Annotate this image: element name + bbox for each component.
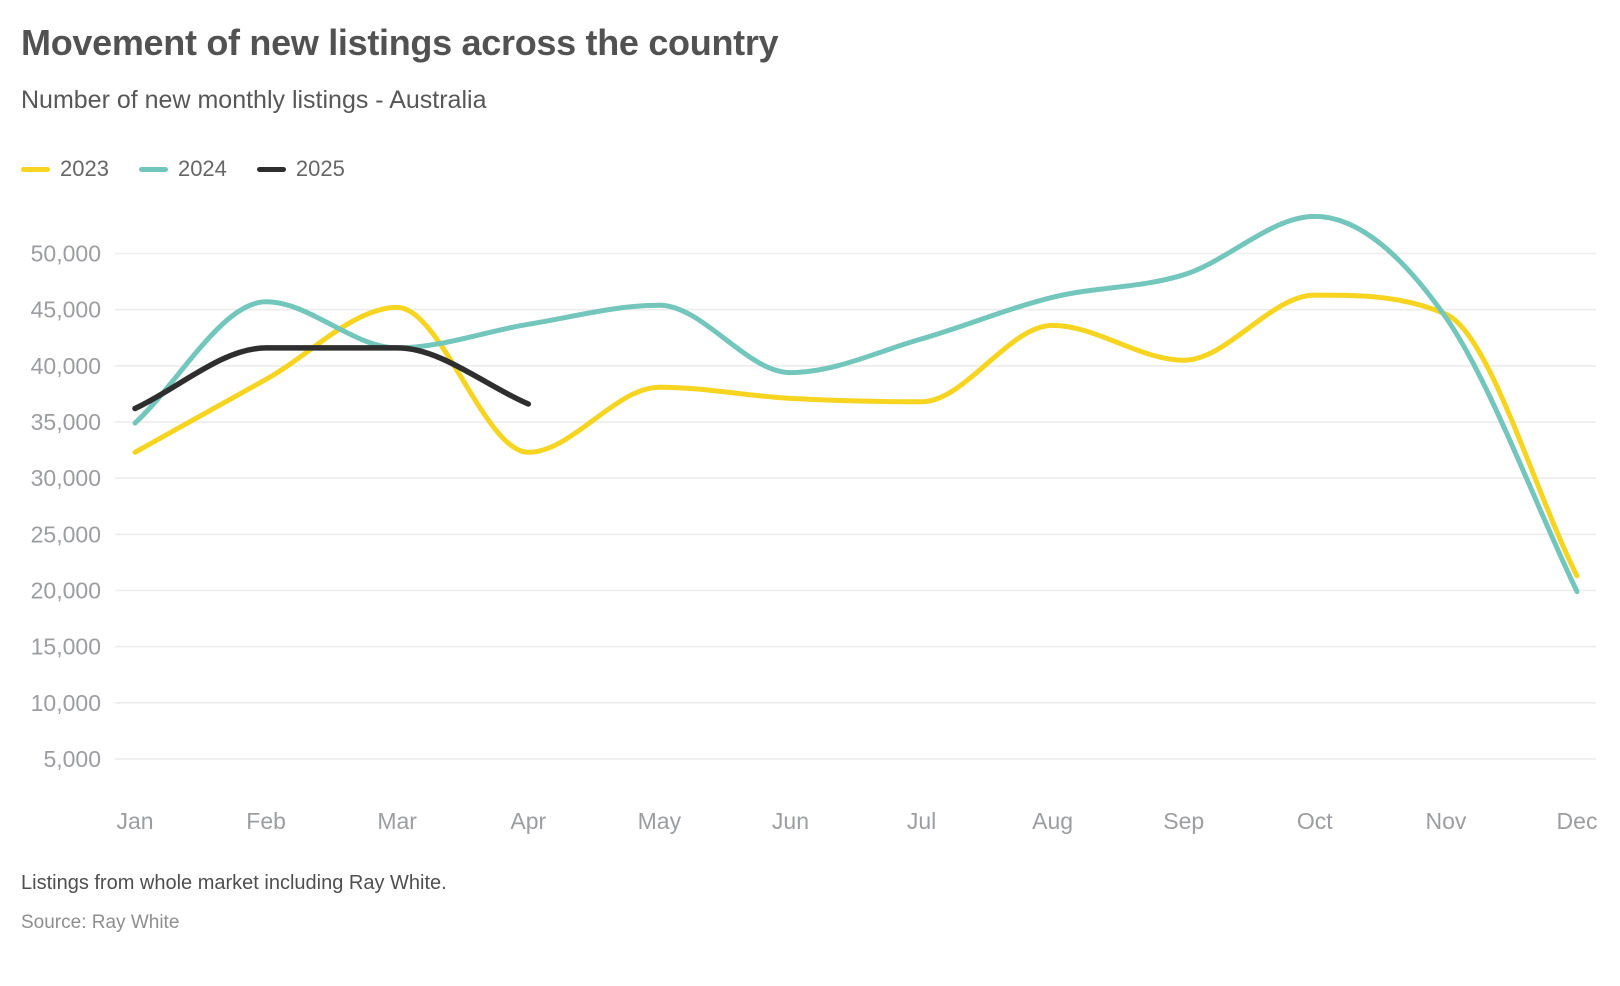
series-line-2023 bbox=[132, 292, 1580, 579]
x-tick-label-mar: Mar bbox=[377, 808, 417, 834]
y-tick-label-30000: 30,000 bbox=[31, 465, 101, 491]
chart-note: Listings from whole market including Ray… bbox=[21, 872, 447, 894]
y-tick-label-20000: 20,000 bbox=[31, 578, 101, 604]
legend-swatch-2025 bbox=[256, 166, 286, 172]
y-axis-labels: 50,000 45,000 40,000 35,000 30,000 25,000 20,0… bbox=[31, 241, 101, 773]
y-tick-label-50000: 50,000 bbox=[31, 241, 101, 267]
x-tick-label-jun: Jun bbox=[772, 808, 809, 834]
x-tick-label-aug: Aug bbox=[1032, 808, 1073, 834]
y-tick-label-10000: 10,000 bbox=[31, 690, 101, 716]
series-line-2024 bbox=[132, 213, 1580, 595]
y-tick-label-5000: 5,000 bbox=[43, 746, 101, 772]
legend-label-2023: 2023 bbox=[60, 156, 109, 181]
x-tick-label-nov: Nov bbox=[1425, 808, 1466, 834]
y-tick-label-35000: 35,000 bbox=[31, 409, 101, 435]
legend-swatch-2023 bbox=[21, 166, 50, 172]
x-tick-label-oct: Oct bbox=[1297, 808, 1333, 834]
y-gridlines bbox=[115, 252, 1596, 760]
y-tick-label-25000: 25,000 bbox=[31, 521, 101, 547]
chart-legend: 2023 2024 2025 bbox=[21, 156, 345, 182]
legend-item-2024: 2024 bbox=[138, 156, 227, 182]
x-tick-label-dec: Dec bbox=[1557, 808, 1598, 834]
chart-title: Movement of new listings across the coun… bbox=[21, 22, 779, 63]
series-line-2025 bbox=[132, 345, 532, 412]
legend-label-2024: 2024 bbox=[177, 156, 227, 181]
x-tick-label-may: May bbox=[638, 808, 682, 834]
x-axis-labels: Jan Feb Mar Apr May Jun Jul Aug Sep Oct Nov Dec bbox=[116, 808, 1597, 834]
chart-source: Source: Ray White bbox=[21, 912, 180, 933]
x-tick-label-apr: Apr bbox=[510, 808, 546, 834]
x-tick-label-jul: Jul bbox=[907, 808, 936, 834]
x-tick-label-jan: Jan bbox=[116, 808, 153, 834]
x-tick-label-sep: Sep bbox=[1163, 808, 1204, 834]
legend-item-2023: 2023 bbox=[21, 156, 109, 182]
x-tick-label-feb: Feb bbox=[246, 808, 286, 834]
y-tick-label-40000: 40,000 bbox=[31, 353, 101, 379]
legend-swatch-2024 bbox=[138, 166, 168, 172]
legend-label-2025: 2025 bbox=[295, 156, 345, 181]
y-tick-label-15000: 15,000 bbox=[31, 634, 101, 660]
chart-subtitle: Number of new monthly listings - Austral… bbox=[21, 86, 487, 114]
legend-item-2025: 2025 bbox=[256, 156, 345, 182]
y-tick-label-45000: 45,000 bbox=[31, 297, 101, 323]
